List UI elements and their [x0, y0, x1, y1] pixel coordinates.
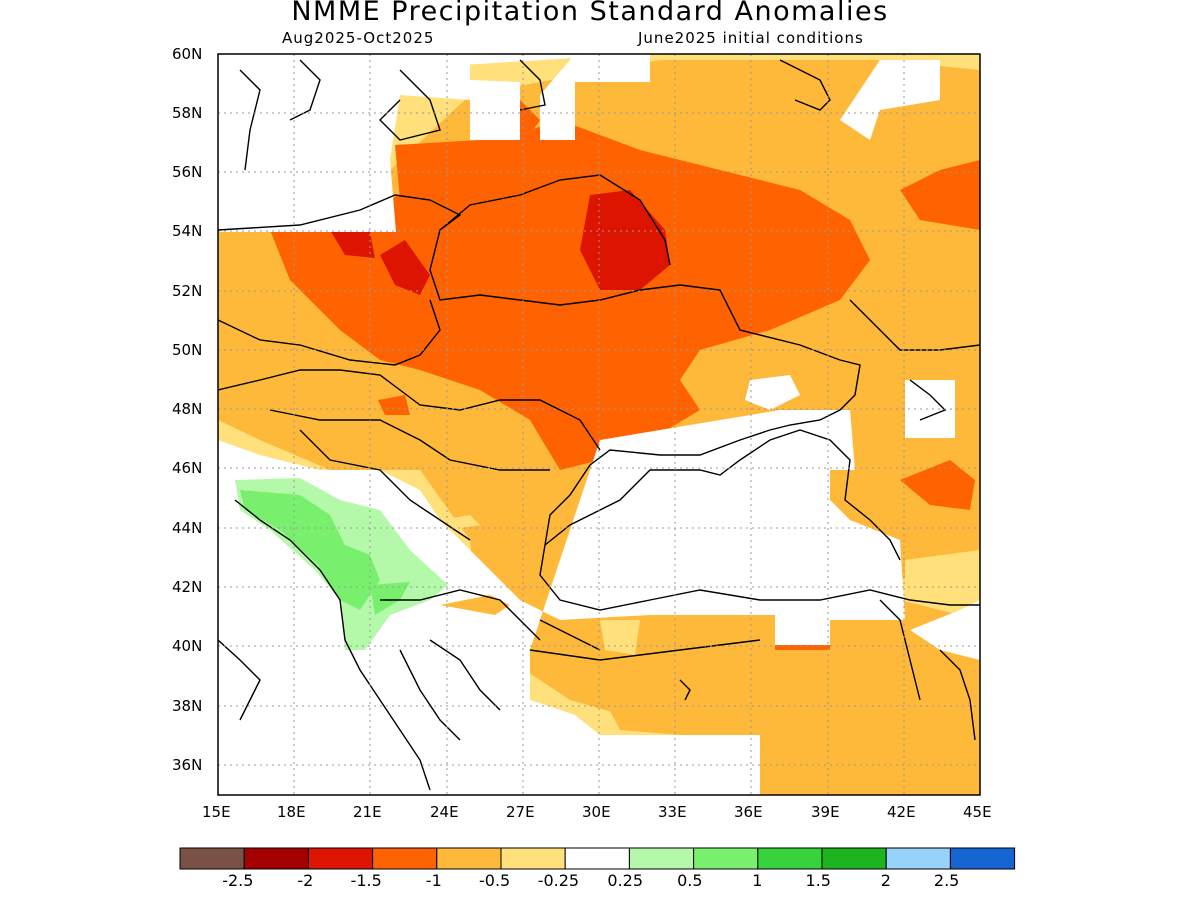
- colorbar-label: -1: [425, 871, 442, 890]
- lat-label: 40N: [172, 637, 203, 655]
- lat-label: 56N: [172, 163, 203, 181]
- lat-label: 36N: [172, 756, 203, 774]
- lat-label: 58N: [172, 104, 203, 122]
- lon-label: 21E: [353, 803, 382, 821]
- lon-label: 33E: [658, 803, 687, 821]
- colorbar-label: 0.25: [607, 871, 644, 890]
- colorbar-swatch: [949, 847, 1016, 870]
- colorbar: [179, 847, 1016, 870]
- colorbar-label: -2.5: [222, 871, 254, 890]
- colorbar-swatch: [628, 847, 695, 870]
- colorbar-swatch: [821, 847, 887, 870]
- colorbar-label: 2.5: [933, 871, 960, 890]
- colorbar-swatch: [243, 847, 309, 870]
- colorbar-swatch: [693, 847, 759, 870]
- lat-label: 52N: [172, 282, 203, 300]
- lon-label: 39E: [811, 803, 840, 821]
- map-frame: [217, 53, 981, 796]
- lat-label: 48N: [172, 400, 203, 418]
- colorbar-label: -2: [297, 871, 314, 890]
- colorbar-label: -0.25: [537, 871, 580, 890]
- lon-label: 45E: [963, 803, 992, 821]
- colorbar-swatch: [564, 847, 630, 870]
- lat-label: 60N: [172, 45, 203, 63]
- initial-conditions: June2025 initial conditions: [638, 29, 864, 47]
- lon-label: 30E: [582, 803, 611, 821]
- lon-label: 15E: [202, 803, 231, 821]
- colorbar-label: -1.5: [350, 871, 382, 890]
- colorbar-label: 1: [752, 871, 763, 890]
- lat-label: 54N: [172, 222, 203, 240]
- lon-label: 27E: [506, 803, 535, 821]
- lat-label: 38N: [172, 697, 203, 715]
- colorbar-swatch: [500, 847, 566, 870]
- colorbar-label: 2: [880, 871, 891, 890]
- colorbar-label: 0.5: [677, 871, 703, 890]
- lon-label: 18E: [277, 803, 306, 821]
- coastlines-borders: [218, 59, 980, 791]
- anomaly-fields: [218, 54, 980, 795]
- colorbar-label: -0.5: [479, 871, 511, 890]
- colorbar-swatch: [436, 847, 502, 870]
- lat-label: 44N: [172, 519, 203, 537]
- lat-label: 50N: [172, 341, 203, 359]
- graticule: [218, 54, 980, 795]
- colorbar-label: 1.5: [805, 871, 831, 890]
- forecast-period: Aug2025-Oct2025: [282, 29, 435, 47]
- colorbar-swatch: [885, 847, 951, 870]
- lon-label: 36E: [734, 803, 763, 821]
- colorbar-swatch: [179, 847, 245, 870]
- colorbar-swatch: [372, 847, 438, 870]
- lon-label: 24E: [430, 803, 459, 821]
- map-title: NMME Precipitation Standard Anomalies: [291, 0, 889, 27]
- lat-label: 46N: [172, 459, 203, 477]
- lon-label: 42E: [887, 803, 916, 821]
- colorbar-swatch: [307, 847, 374, 870]
- lat-label: 42N: [172, 578, 203, 596]
- colorbar-swatch: [757, 847, 823, 870]
